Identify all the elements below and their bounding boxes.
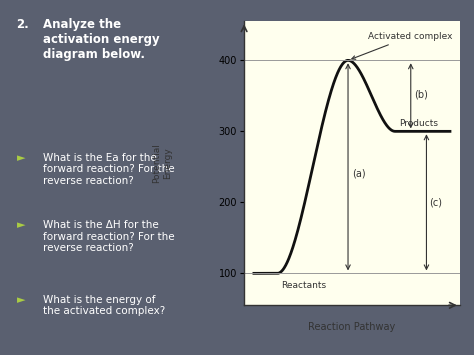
Text: ►: ► <box>17 220 25 230</box>
Text: (a): (a) <box>352 169 365 179</box>
Text: Activated complex: Activated complex <box>352 32 452 59</box>
Text: (b): (b) <box>414 89 428 99</box>
Text: Analyze the
activation energy
diagram below.: Analyze the activation energy diagram be… <box>43 18 159 61</box>
Text: What is the energy of
the activated complex?: What is the energy of the activated comp… <box>43 295 165 316</box>
Text: ►: ► <box>17 153 25 163</box>
Text: Potential
Energy: Potential Energy <box>153 143 172 183</box>
Text: 2.: 2. <box>17 18 29 31</box>
Text: Products: Products <box>399 119 438 129</box>
Text: (c): (c) <box>429 197 442 207</box>
Text: What is the ΔH for the
forward reaction? For the
reverse reaction?: What is the ΔH for the forward reaction?… <box>43 220 174 253</box>
Text: Reactants: Reactants <box>282 280 327 290</box>
Text: What is the Ea for the
forward reaction? For the
reverse reaction?: What is the Ea for the forward reaction?… <box>43 153 174 186</box>
Text: ►: ► <box>17 295 25 305</box>
Text: Reaction Pathway: Reaction Pathway <box>308 322 396 332</box>
